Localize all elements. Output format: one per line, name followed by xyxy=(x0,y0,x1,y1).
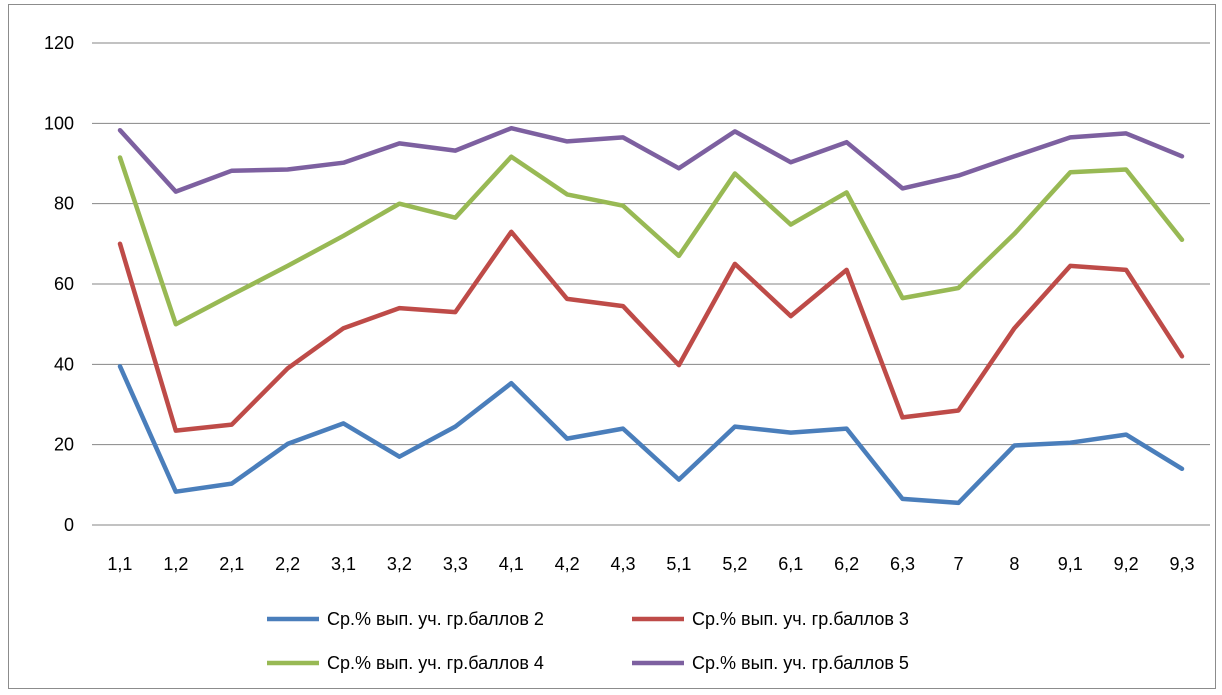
line-chart: 0 20 40 60 80 100 120 1,1 1,2 2,1 2,2 3,1 3,2 3,3 4,1… xyxy=(44,33,1210,673)
y-tick-label: 20 xyxy=(54,435,74,455)
series-lines xyxy=(117,125,1185,506)
x-tick-label: 3,2 xyxy=(387,554,412,574)
y-tick-label: 100 xyxy=(44,113,74,133)
x-tick-label: 9,1 xyxy=(1058,554,1083,574)
x-tick-label: 6,1 xyxy=(778,554,803,574)
x-tick-label: 4,2 xyxy=(555,554,580,574)
x-tick-label: 1,1 xyxy=(107,554,132,574)
x-axis-ticks: 1,1 1,2 2,1 2,2 3,1 3,2 3,3 4,1 4,2 4,3 5,1 5,2 6,1 6… xyxy=(107,554,1194,574)
series-line-2 xyxy=(117,229,1185,433)
x-tick-label: 3,3 xyxy=(443,554,468,574)
series-line-1 xyxy=(117,364,1185,506)
legend-label-3: Ср.% вып. уч. гр.баллов 4 xyxy=(327,653,544,673)
x-tick-label: 4,1 xyxy=(499,554,524,574)
y-axis-ticks: 0 20 40 60 80 100 120 xyxy=(44,33,74,535)
chart-area: 0 20 40 60 80 100 120 1,1 1,2 2,1 2,2 3,1 3,2 3,3 4,1… xyxy=(8,4,1216,689)
x-tick-label: 9,2 xyxy=(1114,554,1139,574)
x-tick-label: 6,3 xyxy=(890,554,915,574)
legend-label-1: Ср.% вып. уч. гр.баллов 2 xyxy=(327,609,544,629)
x-tick-label: 5,1 xyxy=(666,554,691,574)
x-tick-label: 7 xyxy=(953,554,963,574)
y-tick-label: 60 xyxy=(54,274,74,294)
legend-label-2: Ср.% вып. уч. гр.баллов 3 xyxy=(692,609,909,629)
x-tick-label: 1,2 xyxy=(163,554,188,574)
y-tick-label: 0 xyxy=(64,515,74,535)
x-tick-label: 9,3 xyxy=(1170,554,1195,574)
y-tick-label: 40 xyxy=(54,354,74,374)
x-tick-label: 2,2 xyxy=(275,554,300,574)
x-tick-label: 4,3 xyxy=(611,554,636,574)
legend: Ср.% вып. уч. гр.баллов 2 Ср.% вып. уч. г… xyxy=(267,609,909,673)
x-tick-label: 8 xyxy=(1009,554,1019,574)
series-line-3 xyxy=(117,154,1185,327)
y-tick-label: 80 xyxy=(54,194,74,214)
x-tick-label: 2,1 xyxy=(219,554,244,574)
legend-label-4: Ср.% вып. уч. гр.баллов 5 xyxy=(692,653,909,673)
gridlines xyxy=(92,42,1210,526)
x-tick-label: 3,1 xyxy=(331,554,356,574)
x-tick-label: 5,2 xyxy=(722,554,747,574)
x-tick-label: 6,2 xyxy=(834,554,859,574)
series-line-4 xyxy=(117,125,1185,194)
y-tick-label: 120 xyxy=(44,33,74,53)
